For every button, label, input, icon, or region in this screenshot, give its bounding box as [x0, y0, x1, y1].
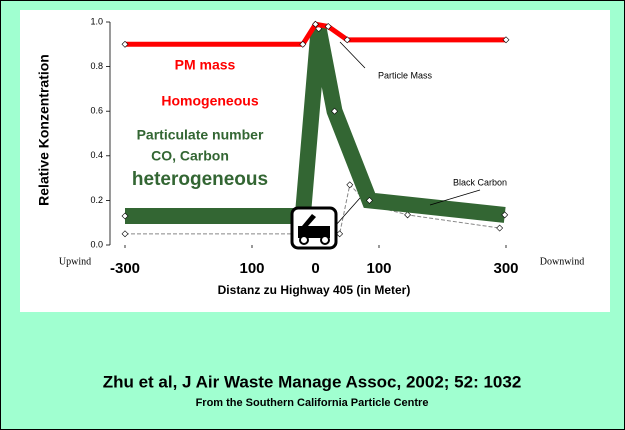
x-end-label: Downwind [540, 256, 584, 267]
credit: From the Southern California Particle Ce… [196, 397, 429, 409]
x-tick-label: 0 [311, 260, 319, 277]
plot: 0.0 0.2 0.4 0.6 0.8 1.0 -300 100 0 100 300 Particle… [90, 16, 518, 277]
y-tick-label: 0.4 [90, 150, 103, 160]
source: Zhu et al, J Air Waste Manage Assoc, 200… [103, 372, 522, 391]
point-marker [121, 40, 129, 48]
point-marker [404, 211, 411, 219]
pointer [335, 197, 361, 226]
y-tick-label: 0.8 [90, 61, 103, 71]
y-tick-label: 1.0 [90, 16, 103, 26]
point-marker [343, 36, 351, 44]
y-tick-label: 0.0 [90, 239, 103, 249]
pointer [429, 189, 481, 206]
y-tick-label: 0.2 [90, 195, 103, 205]
series-line [125, 27, 506, 225]
point-marker [121, 212, 129, 220]
annotation: heterogeneous [132, 169, 268, 190]
x-end-label: Upwind [59, 256, 91, 267]
y-axis-label: Relative Konzentration [36, 54, 52, 206]
annotation: PM mass [175, 57, 236, 73]
annotation: CO, Carbon [151, 148, 229, 164]
x-tick-label: 100 [366, 260, 391, 277]
series-label: Black Carbon [453, 177, 507, 187]
x-tick-label: 100 [239, 260, 264, 277]
annotation: Particulate number [137, 127, 264, 143]
pointer [339, 41, 366, 69]
x-axis-label: Distanz zu Highway 405 (in Meter) [218, 283, 411, 297]
point-marker [121, 230, 129, 238]
point-marker [336, 230, 344, 238]
y-tick-label: 0.6 [90, 106, 103, 116]
point-marker [501, 211, 509, 219]
annotation: Homogeneous [161, 93, 258, 109]
point-marker [299, 40, 307, 48]
point-marker [496, 224, 504, 232]
series-line [125, 21, 506, 47]
point-marker [324, 23, 332, 30]
x-tick-label: 300 [493, 260, 518, 277]
point-marker [331, 107, 338, 115]
series-label: Particle Mass [378, 70, 433, 80]
x-tick-label: -300 [110, 260, 140, 277]
point-marker [346, 181, 354, 189]
truck-icon [290, 206, 338, 250]
point-marker [366, 196, 373, 204]
point-marker [312, 20, 319, 28]
point-marker [502, 36, 510, 44]
